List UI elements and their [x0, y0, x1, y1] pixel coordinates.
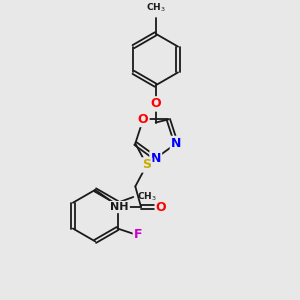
Text: F: F: [134, 228, 142, 241]
Text: NH: NH: [110, 202, 129, 212]
Text: CH$_3$: CH$_3$: [146, 2, 166, 14]
Text: O: O: [138, 113, 148, 126]
Text: CH$_3$: CH$_3$: [137, 191, 156, 203]
Text: S: S: [142, 158, 151, 171]
Text: N: N: [151, 152, 161, 165]
Text: O: O: [156, 200, 167, 214]
Text: O: O: [150, 98, 161, 110]
Text: N: N: [171, 137, 181, 150]
